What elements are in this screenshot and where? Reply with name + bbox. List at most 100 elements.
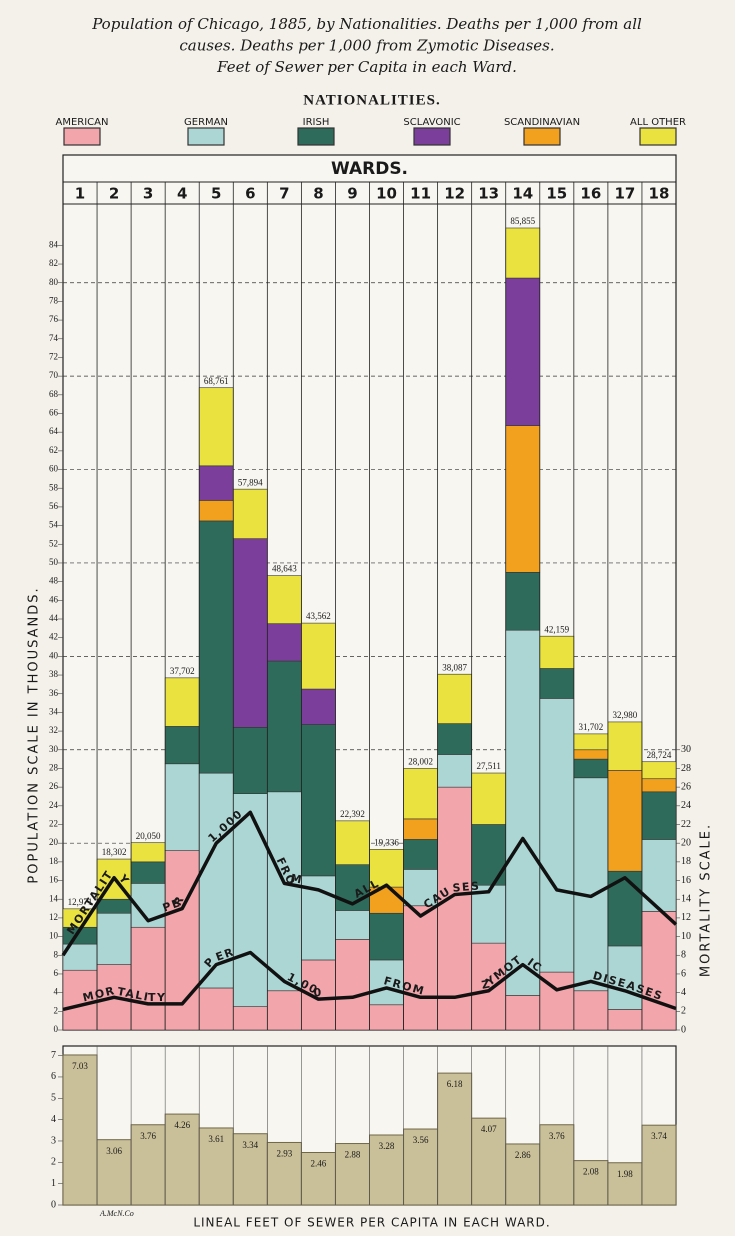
value-label: 2.08: [583, 1167, 599, 1177]
total-label: 48,643: [272, 564, 297, 574]
legend-label: ALL OTHER: [630, 117, 686, 128]
bar-segment: [505, 629, 541, 996]
bar: [96, 1139, 132, 1206]
y-tick-label: 34: [49, 706, 59, 716]
y-tick-label: 46: [49, 594, 59, 604]
y2-tick-label: 14: [681, 894, 691, 905]
y-tick-label: 48: [49, 576, 59, 586]
legend-swatch: [187, 127, 225, 146]
value-label: 2.88: [345, 1150, 361, 1160]
bar-segment: [130, 926, 166, 1031]
bar-segment: [573, 749, 609, 760]
bar-segment: [403, 768, 438, 820]
bar-segment: [505, 227, 541, 279]
x-tick-label: 8: [313, 185, 323, 203]
x-tick-label: 18: [649, 185, 670, 203]
bar-segment: [539, 698, 575, 973]
bar-segment: [505, 571, 541, 631]
bar-segment: [505, 425, 541, 573]
y-tick-label: 0: [54, 1024, 59, 1034]
bar-segment: [267, 990, 302, 1031]
bar: [505, 1143, 541, 1206]
y-tick-label: 24: [49, 800, 59, 810]
total-label: 31,702: [578, 722, 603, 732]
value-label: 2.46: [311, 1159, 327, 1169]
x-tick-label: 2: [109, 185, 119, 203]
total-label: 43,562: [306, 611, 331, 621]
y-axis-label: POPULATION SCALE IN THOUSANDS.: [27, 586, 42, 883]
bar-segment: [403, 818, 438, 840]
y-tick-label: 60: [49, 464, 59, 474]
x-tick-label: 12: [444, 185, 465, 203]
total-label: 19,336: [374, 837, 399, 847]
bar-segment: [539, 635, 575, 669]
x-tick-label: 5: [211, 185, 221, 203]
y-tick-label: 16: [49, 875, 59, 885]
bar-segment: [369, 1004, 404, 1031]
y-tick-label: 2: [54, 1005, 59, 1015]
value-label: 4.07: [481, 1124, 497, 1134]
bar-segment: [232, 793, 268, 1007]
bar-segment: [471, 884, 507, 944]
value-label: 7.03: [72, 1061, 88, 1071]
bar-segment: [96, 912, 132, 965]
y2-tick-label: 8: [681, 950, 686, 961]
y-tick-label: 28: [49, 763, 59, 773]
y-tick-label: 8: [54, 949, 59, 959]
x-tick-label: 6: [245, 185, 255, 203]
x-axis-label: LINEAL FEET OF SEWER PER CAPITA IN EACH …: [193, 1216, 550, 1230]
y-tick-label: 80: [49, 277, 59, 287]
y-tick-label: 74: [49, 333, 59, 343]
bar-segment: [573, 758, 609, 779]
y2-tick-label: 30: [681, 744, 691, 755]
total-label: 57,894: [238, 477, 263, 487]
x-tick-label: 16: [580, 185, 601, 203]
bar-segment: [164, 850, 200, 1031]
y2-tick-label: 12: [681, 912, 691, 923]
y2-tick-label: 10: [681, 931, 691, 942]
legend-label: AMERICAN: [56, 117, 109, 128]
bar-segment: [198, 772, 234, 989]
y-tick-label: 6: [51, 1071, 56, 1082]
total-label: 68,761: [204, 376, 229, 386]
bar-segment: [301, 724, 336, 877]
x-tick-label: 10: [376, 185, 397, 203]
total-label: 20,050: [136, 831, 161, 841]
total-label: 42,159: [544, 624, 569, 634]
bar-segment: [232, 727, 268, 794]
bar-segment: [62, 969, 98, 1031]
y-tick-label: 14: [49, 893, 59, 903]
y-tick-label: 38: [49, 669, 59, 679]
bar-segment: [164, 677, 200, 727]
bar-segment: [369, 912, 404, 961]
y-tick-label: 22: [49, 819, 58, 829]
bar-segment: [198, 987, 234, 1031]
y-tick-label: 30: [49, 744, 59, 754]
bar-segment: [198, 520, 234, 774]
bar-segment: [403, 869, 438, 907]
y-tick-label: 4: [51, 1114, 56, 1125]
bar-segment: [130, 842, 166, 863]
value-label: 1.98: [617, 1169, 633, 1179]
bar-segment: [335, 820, 370, 865]
bar-segment: [505, 995, 541, 1031]
bar-segment: [198, 387, 234, 467]
chart-title: causes. Deaths per 1,000 from Zymotic Di…: [179, 37, 554, 55]
total-label: 32,980: [613, 710, 638, 720]
line: [61, 810, 678, 957]
value-label: 3.06: [106, 1146, 122, 1156]
y-tick-label: 52: [49, 538, 58, 548]
bar: [641, 1124, 677, 1206]
y-tick-label: 7: [51, 1050, 56, 1061]
y-tick-label: 78: [49, 295, 59, 305]
x-tick-label: 7: [279, 185, 289, 203]
bar-segment: [198, 500, 234, 522]
bar-segment: [437, 723, 472, 755]
bar-segment: [164, 726, 200, 765]
y-tick-label: 70: [49, 370, 59, 380]
total-label: 22,392: [340, 809, 365, 819]
bar-segment: [130, 861, 166, 884]
y2-tick-label: 20: [681, 837, 691, 848]
legend-label: SCANDINAVIAN: [504, 117, 580, 128]
x-tick-label: 4: [177, 185, 187, 203]
